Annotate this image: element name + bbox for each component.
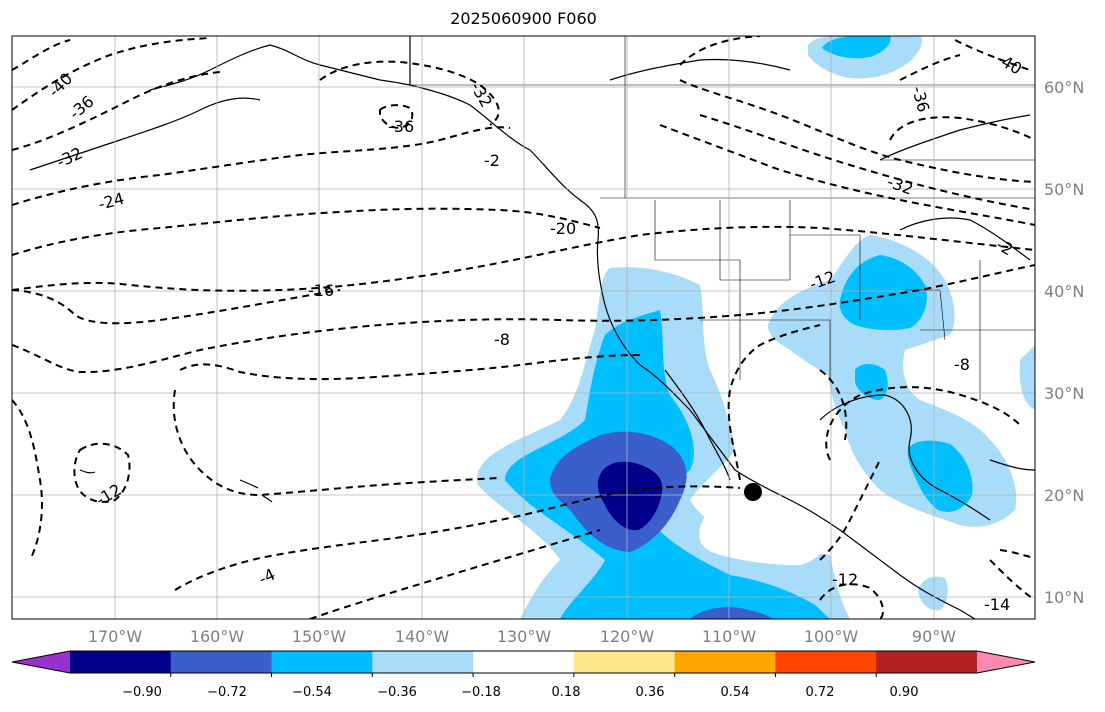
colorbar-tick-label: 0.54 <box>721 685 750 700</box>
storm-center-marker <box>744 483 762 501</box>
colorbar-tick-label: 0.90 <box>890 685 919 700</box>
colorbar-segment <box>372 651 474 673</box>
contour-label: -8 <box>494 330 510 349</box>
contour-label: -16 <box>308 281 334 300</box>
lon-label-170w: 170°W <box>88 627 143 646</box>
colorbar-segment <box>473 651 575 673</box>
colorbar-tick-label: −0.36 <box>377 685 417 700</box>
colorbar-segment <box>170 651 273 673</box>
latitude-axis: 60°N 50°N 40°N 30°N 20°N 10°N <box>1044 78 1084 607</box>
colorbar-segment <box>271 651 373 673</box>
coastlines <box>29 36 1035 619</box>
lat-label-10n: 10°N <box>1044 588 1084 607</box>
longitude-axis: 170°W 160°W 150°W 140°W 130°W 120°W 110°… <box>88 627 956 646</box>
colorbar-tick-label: 0.72 <box>806 685 835 700</box>
political-borders <box>410 36 1035 400</box>
colorbar-outline <box>11 650 1036 674</box>
contour-label: -12 <box>832 570 858 589</box>
colorbar-tick-labels: −0.90 −0.72 −0.54 −0.36 −0.18 0.18 0.36 … <box>122 685 918 700</box>
colorbar-segment <box>775 651 877 673</box>
shaded-field-pacific <box>477 267 850 619</box>
contour-label: -20 <box>550 219 576 238</box>
lat-label-20n: 20°N <box>1044 486 1084 505</box>
contour-label: -8 <box>954 355 970 374</box>
colorbar-tick-label: 0.36 <box>636 685 665 700</box>
colorbar-extend-max <box>977 651 1035 673</box>
colorbar <box>11 650 1036 677</box>
lat-label-30n: 30°N <box>1044 384 1084 403</box>
lon-label-100w: 100°W <box>804 627 859 646</box>
lon-label-110w: 110°W <box>702 627 757 646</box>
contour-label: -14 <box>984 595 1010 614</box>
map-title: 2025060900 F060 <box>450 9 597 28</box>
colorbar-tick-label: −0.54 <box>292 685 332 700</box>
contour-label: -36 <box>388 117 414 136</box>
colorbar-segment <box>674 651 776 673</box>
colorbar-segment <box>876 651 978 673</box>
height-contours <box>12 36 1035 619</box>
lon-label-130w: 130°W <box>497 627 552 646</box>
lon-label-140w: 140°W <box>395 627 450 646</box>
lat-label-50n: 50°N <box>1044 180 1084 199</box>
colorbar-extend-min <box>12 651 70 673</box>
colorbar-segment <box>70 651 172 673</box>
colorbar-tick-label: −0.72 <box>207 685 247 700</box>
contour-label: -2 <box>484 151 500 170</box>
colorbar-tick-label: −0.18 <box>461 685 501 700</box>
lon-label-150w: 150°W <box>292 627 347 646</box>
gridlines <box>12 36 1035 619</box>
contour-label: -4 <box>256 565 278 589</box>
colorbar-tick-label: 0.18 <box>552 685 581 700</box>
colorbar-segment <box>573 651 676 673</box>
shaded-field-central-us <box>767 36 1035 611</box>
colorbar-tick-label: −0.90 <box>122 685 162 700</box>
lon-label-120w: 120°W <box>600 627 655 646</box>
lat-label-40n: 40°N <box>1044 282 1084 301</box>
lon-label-160w: 160°W <box>190 627 245 646</box>
lat-label-60n: 60°N <box>1044 78 1084 97</box>
lon-label-90w: 90°W <box>912 627 956 646</box>
map-frame <box>11 35 1036 620</box>
map-plot-area: -40 -36 -32 -24 -36 -32 -2 -20 -16 -8 -1… <box>12 36 1035 619</box>
